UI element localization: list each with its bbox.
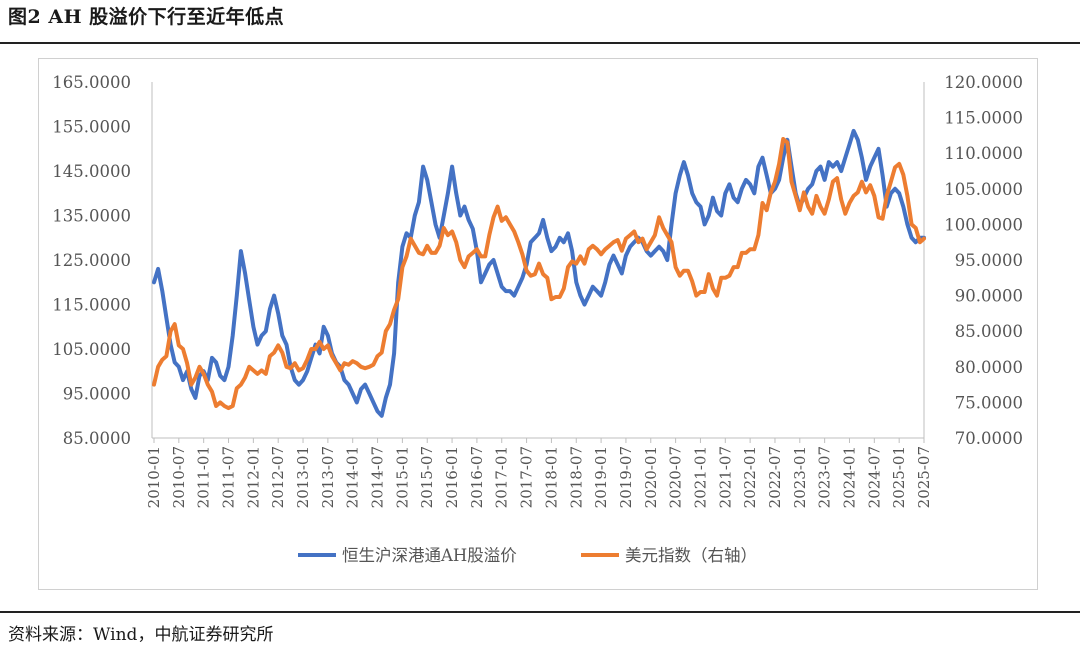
right-tick-label: 120.0000 — [944, 73, 1023, 92]
x-tick-label: 2024-01 — [840, 446, 858, 508]
x-tick-label: 2016-01 — [443, 446, 461, 508]
x-tick-label: 2020-07 — [667, 446, 685, 508]
chart-frame — [38, 58, 1038, 590]
legend: 恒生沪深港通AH股溢价 美元指数（右轴） — [298, 546, 757, 565]
left-tick-label: 125.0000 — [52, 251, 131, 270]
x-tick-label: 2017-07 — [518, 446, 536, 508]
x-tick-label: 2016-07 — [468, 446, 486, 508]
left-axis-tick-labels: 85.0000 95.0000 105.0000 115.0000 125.0000 13… — [52, 73, 131, 448]
left-tick-label: 145.0000 — [52, 162, 131, 181]
series-line-ah-premium — [152, 128, 926, 418]
x-tick-label: 2011-01 — [195, 446, 213, 508]
right-axis-tick-labels: 70.0000 75.0000 80.0000 85.0000 90.0000 95.00… — [944, 73, 1023, 448]
x-tick-label: 2012-07 — [269, 446, 287, 508]
left-tick-label: 105.0000 — [52, 340, 131, 359]
x-tick-label: 2013-01 — [294, 446, 312, 508]
right-tick-label: 75.0000 — [955, 393, 1023, 412]
top-rule — [0, 42, 1080, 44]
bottom-rule — [0, 611, 1080, 613]
x-tick-label: 2015-01 — [393, 446, 411, 508]
x-axis-tick-labels: 2010-01 2010-07 2011-01 2011-07 2012-01 2012-… — [145, 438, 933, 508]
legend-label: 恒生沪深港通AH股溢价 — [342, 546, 517, 565]
right-tick-label: 70.0000 — [955, 429, 1023, 448]
legend-label: 美元指数（右轴） — [625, 546, 757, 565]
x-tick-label: 2019-07 — [617, 446, 635, 508]
x-tick-label: 2022-01 — [741, 446, 759, 508]
right-tick-label: 90.0000 — [955, 287, 1023, 306]
x-tick-label: 2017-01 — [493, 446, 511, 508]
x-tick-label: 2025-01 — [890, 446, 908, 508]
x-tick-label: 2014-07 — [369, 446, 387, 508]
x-tick-label: 2021-07 — [716, 446, 734, 508]
series-line-dollar-index — [152, 137, 926, 411]
x-tick-label: 2020-01 — [642, 446, 660, 508]
left-tick-label: 115.0000 — [52, 296, 131, 315]
x-tick-label: 2014-01 — [344, 446, 362, 508]
x-tick-label: 2025-07 — [915, 446, 933, 508]
source-note: 资料来源：Wind，中航证券研究所 — [8, 625, 274, 645]
right-tick-label: 115.0000 — [944, 109, 1023, 128]
x-tick-label: 2019-01 — [592, 446, 610, 508]
x-tick-label: 2018-01 — [542, 446, 560, 508]
right-tick-label: 85.0000 — [955, 322, 1023, 341]
right-tick-label: 100.0000 — [944, 215, 1023, 234]
x-tick-label: 2024-07 — [865, 446, 883, 508]
left-tick-label: 95.0000 — [63, 385, 131, 404]
x-tick-label: 2023-07 — [816, 446, 834, 508]
x-tick-label: 2015-07 — [418, 446, 436, 508]
x-tick-label: 2013-07 — [319, 446, 337, 508]
left-tick-label: 85.0000 — [63, 429, 131, 448]
left-tick-label: 135.0000 — [52, 207, 131, 226]
x-tick-label: 2018-07 — [567, 446, 585, 508]
x-tick-label: 2010-01 — [145, 446, 163, 508]
x-tick-label: 2023-01 — [791, 446, 809, 508]
figure-title: 图2 AH 股溢价下行至近年低点 — [8, 6, 285, 28]
x-tick-label: 2012-01 — [244, 446, 262, 508]
right-tick-label: 80.0000 — [955, 358, 1023, 377]
left-tick-label: 165.0000 — [52, 73, 131, 92]
right-tick-label: 105.0000 — [944, 180, 1023, 199]
right-tick-label: 95.0000 — [955, 251, 1023, 270]
x-tick-label: 2011-07 — [220, 446, 238, 508]
x-tick-label: 2021-01 — [691, 446, 709, 508]
left-tick-label: 155.0000 — [52, 118, 131, 137]
right-tick-label: 110.0000 — [944, 144, 1023, 163]
x-tick-label: 2022-07 — [766, 446, 784, 508]
x-tick-label: 2010-07 — [170, 446, 188, 508]
series-lines — [152, 128, 926, 418]
